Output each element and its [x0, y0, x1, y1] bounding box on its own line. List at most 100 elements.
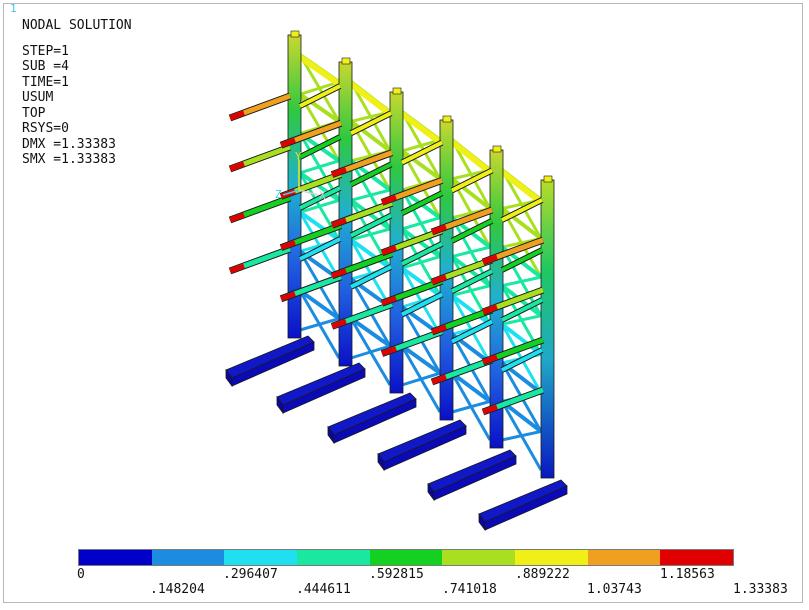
arm-tip	[381, 245, 397, 256]
arm-tip	[331, 167, 347, 177]
bracing-diagonal	[401, 138, 441, 153]
cantilever-arm-rear	[350, 213, 392, 238]
legend-label-5: .741018	[442, 582, 497, 597]
base-top-face	[327, 392, 417, 436]
legend-label-1: .148204	[150, 582, 205, 597]
bracing-horizontal	[500, 399, 543, 434]
base-side-face	[484, 485, 568, 531]
triad-z-label: Z	[275, 188, 282, 201]
base-side-face	[333, 398, 417, 444]
base-side-face	[383, 425, 467, 471]
bracing-diagonal	[451, 284, 491, 297]
bracing-horizontal	[400, 149, 442, 181]
cantilever-arm-rear	[401, 242, 443, 266]
bracing-horizontal	[298, 289, 341, 321]
cantilever-arm-rear	[501, 198, 543, 222]
bracing-horizontal	[500, 322, 543, 356]
bracing-horizontal	[349, 238, 392, 270]
bracing-horizontal	[450, 293, 492, 326]
top-rail	[450, 139, 492, 175]
plot-title: NODAL SOLUTION	[22, 18, 132, 33]
legend-band-1	[79, 550, 152, 565]
bracing-diagonal	[299, 317, 340, 332]
arm-tip	[331, 217, 347, 228]
column-cap	[543, 175, 553, 183]
bracing-diagonal	[451, 245, 491, 259]
bracing-horizontal	[349, 119, 392, 153]
top-rail	[400, 111, 442, 145]
cantilever-arm-rear	[501, 348, 543, 372]
legend-label-7: 1.03743	[587, 582, 642, 597]
bracing-diagonal	[350, 110, 391, 123]
bracing-horizontal	[349, 316, 392, 348]
base-side-face	[282, 368, 366, 414]
arm-tip	[381, 295, 397, 306]
base-side-face	[231, 341, 315, 387]
bracing-diagonal	[350, 227, 391, 242]
triad-y-label: Y	[295, 150, 302, 163]
bracing-diagonal	[401, 216, 441, 231]
bracing-diagonal	[501, 314, 542, 326]
column-cap	[392, 87, 402, 95]
column-cap	[341, 57, 351, 65]
legend-label-4: .592815	[369, 567, 424, 582]
arm-tip	[229, 263, 245, 274]
base-side-face	[433, 455, 517, 501]
top-rail	[298, 54, 341, 87]
cantilever-arm-rear	[350, 111, 392, 135]
bracing-diagonal	[401, 371, 441, 387]
cantilever-arm-rear	[451, 168, 493, 193]
triad-x-axis	[298, 189, 319, 196]
cantilever-arm-rear	[501, 298, 543, 322]
coordinate-triad: Y X Z	[275, 150, 326, 202]
legend-band-7	[515, 550, 588, 565]
arm-tip	[431, 274, 447, 285]
info-time: TIME=1	[22, 74, 69, 90]
bracing-diagonal	[350, 344, 391, 360]
legend-band-6	[442, 550, 516, 565]
bracing-horizontal	[400, 344, 442, 375]
bracing-horizontal	[450, 177, 492, 211]
arm-tip	[431, 374, 447, 385]
arm-tip	[280, 240, 296, 250]
cantilever-arm-rear	[401, 191, 443, 215]
legend-band-3	[224, 550, 298, 565]
legend-band-8	[587, 550, 661, 565]
legend-label-8: 1.18563	[660, 567, 715, 582]
arm-tip	[381, 195, 397, 205]
cantilever-arm-rear	[299, 237, 341, 261]
bracing-horizontal	[298, 210, 341, 242]
legend-label-9: 1.33383	[733, 582, 788, 597]
contour-legend-bar	[78, 549, 734, 566]
base-top-face	[478, 479, 568, 523]
arm-tip	[229, 110, 245, 121]
bracing-horizontal	[298, 171, 341, 202]
bracing-horizontal	[298, 92, 341, 124]
arm-tip	[482, 304, 498, 315]
column-cap	[290, 30, 300, 38]
bracing-diagonal	[299, 198, 340, 214]
info-layer: TOP	[22, 105, 46, 121]
cantilever-arm-rear	[350, 265, 392, 289]
cantilever-arm-rear	[350, 162, 392, 187]
triad-x-label: X	[319, 189, 326, 202]
bracing-diagonal	[299, 80, 340, 96]
bracing-diagonal	[501, 275, 542, 288]
cantilever-arm-rear	[401, 140, 443, 165]
arm-tip	[229, 212, 245, 223]
upright-column	[540, 179, 555, 479]
bracing-horizontal	[450, 371, 492, 404]
cantilever-arm-rear	[299, 84, 341, 108]
legend-label-3: .444611	[296, 582, 351, 597]
arm-tip	[229, 161, 245, 172]
info-substep: SUB =4	[22, 59, 69, 74]
triad-z-axis	[282, 189, 300, 196]
window-number: 1	[10, 2, 17, 15]
solution-info-panel: NODAL SOLUTION STEP=1 SUB =4 TIME=1 USUM…	[22, 18, 132, 168]
legend-band-2	[151, 550, 225, 565]
info-step: STEP=1	[22, 43, 69, 59]
bracing-horizontal	[400, 266, 442, 298]
info-rsys: RSYS=0	[22, 121, 69, 136]
arm-tip	[482, 404, 498, 415]
